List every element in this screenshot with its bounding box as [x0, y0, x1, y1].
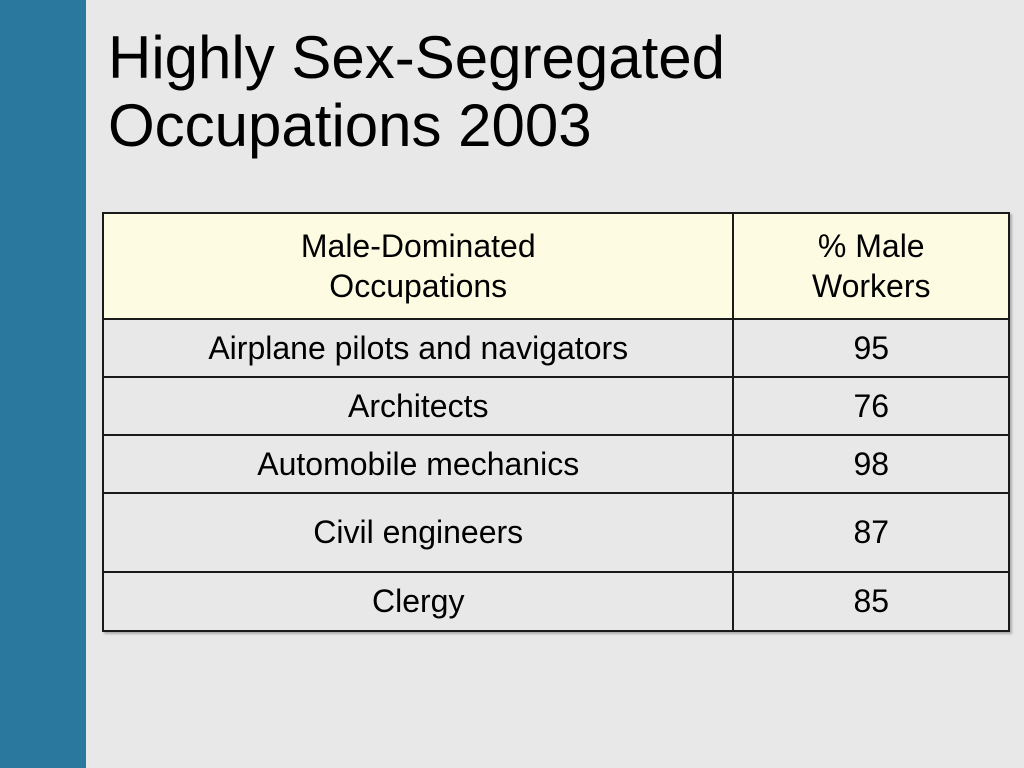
table-row: Airplane pilots and navigators 95	[101, 318, 1010, 378]
table-row: Civil engineers 87	[101, 492, 1010, 573]
header-percent-line-2: Workers	[811, 268, 931, 304]
occupation-cell: Architects	[101, 376, 735, 436]
header-percent-line-1: % Male	[817, 228, 925, 264]
header-occupations-line-2: Occupations	[329, 268, 508, 304]
occupation-cell: Clergy	[101, 571, 735, 632]
occupation-cell: Airplane pilots and navigators	[101, 318, 735, 378]
percent-cell: 95	[732, 318, 1010, 378]
table-row: Clergy 85	[101, 571, 1010, 632]
percent-cell: 87	[732, 492, 1010, 573]
percent-cell: 98	[732, 434, 1010, 494]
percent-cell: 76	[732, 376, 1010, 436]
percent-cell: 85	[732, 571, 1010, 632]
table-row: Automobile mechanics 98	[101, 434, 1010, 494]
header-percent-male: % Male Workers	[732, 212, 1010, 320]
table-header-row: Male-Dominated Occupations % Male Worker…	[101, 212, 1010, 320]
header-occupations: Male-Dominated Occupations	[101, 212, 735, 320]
header-occupations-line-1: Male-Dominated	[300, 228, 536, 264]
title-line-2: Occupations 2003	[108, 92, 592, 159]
side-accent-bar	[0, 0, 86, 768]
table-row: Architects 76	[101, 376, 1010, 436]
slide-title: Highly Sex-Segregated Occupations 2003	[108, 24, 1008, 160]
occupation-cell: Civil engineers	[101, 492, 735, 573]
title-line-1: Highly Sex-Segregated	[108, 24, 726, 91]
occupations-table: Male-Dominated Occupations % Male Worker…	[101, 212, 1010, 632]
occupation-cell: Automobile mechanics	[101, 434, 735, 494]
